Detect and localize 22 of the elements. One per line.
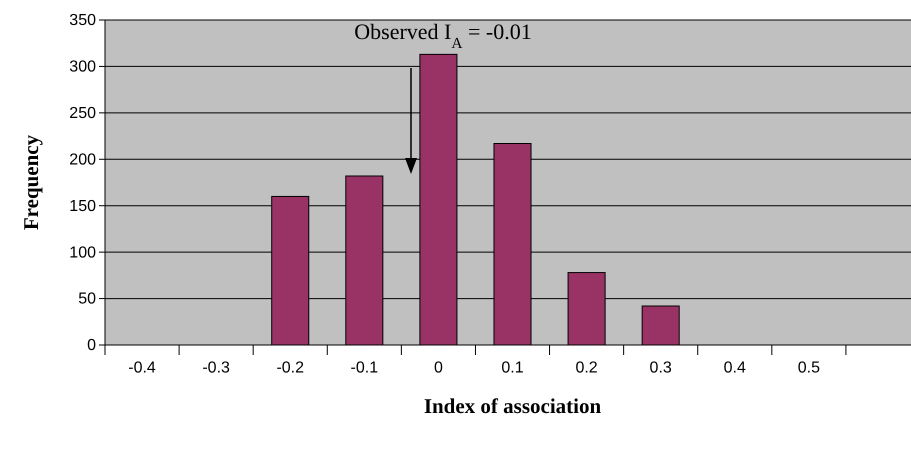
bar: [642, 306, 680, 346]
x-tick-label: -0.4: [128, 359, 156, 376]
x-tick-label: -0.1: [350, 359, 378, 376]
x-tick-label: 0.3: [650, 359, 672, 376]
x-tick-label: 0.5: [798, 359, 820, 376]
x-tick-label: -0.3: [202, 359, 230, 376]
x-tick-label: 0.4: [724, 359, 746, 376]
y-tick-label: 100: [69, 244, 96, 262]
y-tick-label: 50: [78, 290, 96, 308]
x-axis-title: Index of association: [424, 394, 602, 418]
annotation: Observed I$_{A}$ = -0.01: [354, 19, 532, 52]
y-tick-label: 350: [69, 12, 96, 30]
y-tick-label: 0: [87, 337, 96, 354]
x-tick-label: 0: [434, 359, 443, 376]
y-tick-label: 150: [69, 198, 96, 215]
x-tick-label: 0.2: [575, 359, 598, 376]
y-tick-label: 200: [69, 151, 96, 168]
x-tick-label: 0.1: [501, 359, 524, 376]
y-axis-title: Frequency: [19, 134, 43, 230]
x-tick-label: -0.2: [276, 359, 304, 376]
y-tick-label: 250: [69, 104, 96, 122]
y-tick-label: 300: [69, 58, 96, 76]
